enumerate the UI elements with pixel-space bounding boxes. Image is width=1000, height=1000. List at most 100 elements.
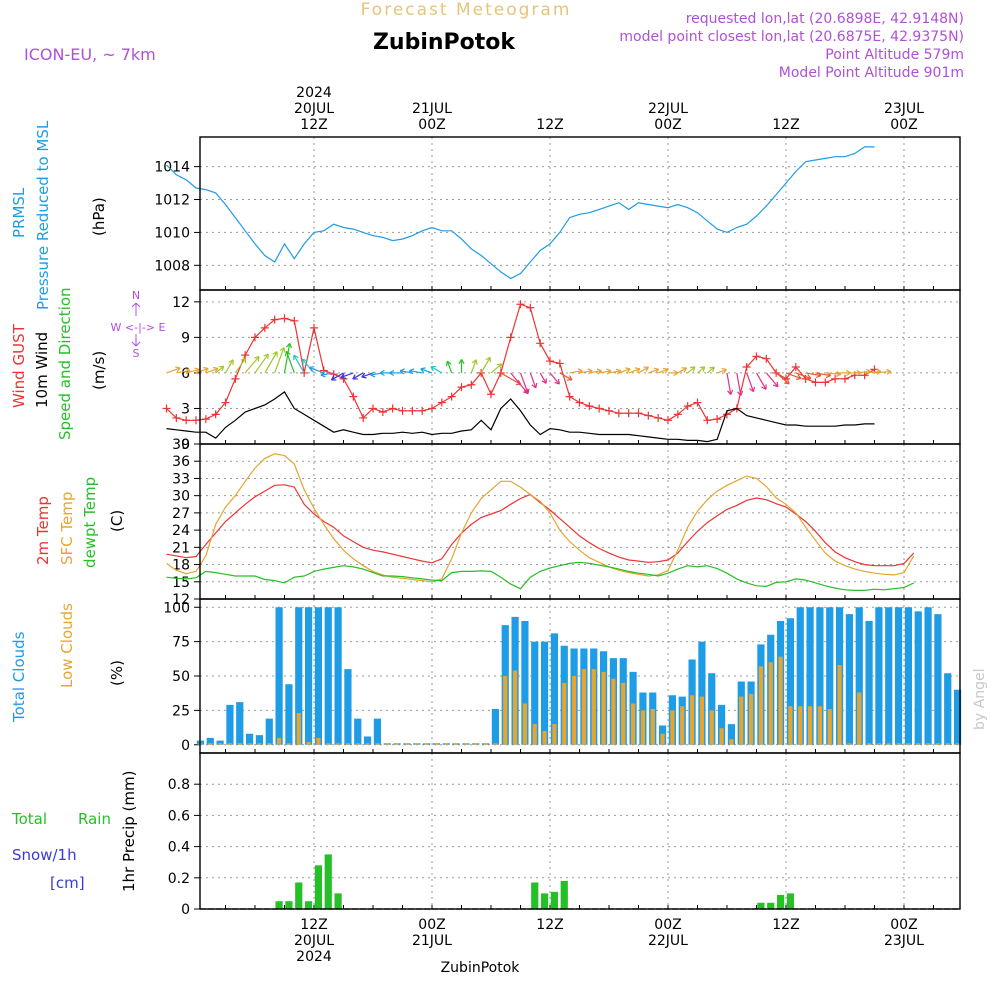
gust-marker: [486, 390, 495, 399]
wind-arrow-head: [784, 378, 790, 385]
panel-frame: [199, 443, 961, 600]
bar-low-clouds: [788, 706, 793, 745]
wind-arrow: [874, 370, 891, 374]
wind-arrow: [579, 370, 593, 374]
gust-marker: [654, 413, 663, 422]
gust-marker: [182, 416, 191, 425]
bar-total-rain: [531, 882, 539, 909]
bar-total-clouds: [885, 607, 893, 745]
wind-arrow: [785, 372, 802, 379]
wind-arrow: [205, 367, 219, 374]
wind-arrow-head: [228, 359, 234, 365]
gust-marker: [595, 404, 604, 413]
info-line-4: Model Point Altitude 901m: [779, 65, 964, 81]
compass-south: S: [133, 347, 140, 360]
bar-low-clouds: [385, 743, 390, 745]
bar-total-clouds: [334, 607, 342, 745]
y-tick-label: 0.8: [168, 777, 190, 793]
gust-marker: [310, 323, 318, 332]
time-label-bottom: 12Z: [300, 917, 327, 933]
bar-low-clouds: [503, 676, 508, 745]
wind-arrow: [361, 372, 374, 378]
wind-arrow: [539, 372, 547, 384]
time-label-top: 12Z: [772, 117, 799, 133]
y-tick-label: 75: [172, 635, 190, 651]
gust-marker: [742, 363, 751, 371]
gust-marker: [280, 314, 289, 323]
bar-low-clouds: [306, 742, 311, 745]
wind-arrow-head: [886, 368, 892, 375]
wind-arrow: [736, 372, 742, 396]
gust-marker: [467, 380, 476, 389]
gust-marker: [713, 415, 722, 424]
bar-low-clouds: [807, 706, 813, 745]
bar-low-clouds: [473, 743, 478, 745]
gust-marker: [201, 415, 210, 424]
y-tick-label: 18: [172, 558, 190, 574]
gust-marker: [565, 392, 574, 401]
gust-marker: [408, 406, 417, 415]
wind-arrow: [746, 372, 755, 392]
bar-low-clouds: [925, 743, 931, 745]
bar-total-clouds: [521, 621, 529, 745]
wind-arrow-head: [471, 359, 478, 365]
bar-low-clouds: [434, 743, 439, 745]
bar-total-clouds: [491, 709, 500, 745]
bar-low-clouds: [798, 706, 803, 745]
series-line-sfc-temp: [166, 453, 915, 583]
bar-low-clouds: [424, 743, 429, 745]
y-tick-label: 21: [172, 540, 190, 556]
wind-arrow-head: [389, 369, 395, 377]
wind-arrow: [569, 370, 583, 374]
panel-frame: [199, 752, 961, 910]
wind-arrow-head: [203, 366, 209, 373]
temp-label-2: SFC Temp: [58, 492, 76, 565]
bar-total-clouds: [531, 641, 539, 745]
bar-total-clouds: [216, 740, 224, 745]
bar-total-clouds: [894, 607, 903, 745]
wind-arrow-head: [709, 366, 715, 373]
wind-arrow: [765, 372, 779, 388]
y-tick-label: 0: [181, 902, 190, 918]
bar-low-clouds: [532, 724, 537, 745]
bar-low-clouds: [208, 743, 213, 745]
gust-marker: [791, 363, 800, 371]
wind-arrow-head: [370, 371, 376, 378]
gust-marker: [437, 398, 446, 407]
bar-low-clouds: [522, 703, 528, 745]
time-label-top: 23JUL: [884, 101, 924, 117]
bar-total-clouds: [727, 724, 736, 745]
wind-arrow-head: [531, 382, 538, 389]
bar-total-clouds: [550, 633, 559, 745]
wind-arrow-head: [308, 366, 315, 372]
bar-total-clouds: [924, 607, 932, 745]
gust-marker: [831, 374, 840, 383]
time-label-bottom: 22JUL: [648, 933, 688, 949]
wind-arrow-head: [284, 350, 291, 357]
wind-label-1: Wind GUST: [10, 323, 28, 408]
wind-arrow: [706, 366, 715, 374]
bar-low-clouds: [276, 737, 282, 745]
gust-marker: [526, 303, 535, 312]
y-tick-label: 0: [181, 738, 190, 754]
gust-marker: [359, 413, 368, 422]
precip-label-snow: Snow/1h: [12, 846, 77, 864]
bar-total-rain: [324, 854, 332, 909]
bar-low-clouds: [680, 706, 685, 745]
time-label-top: 12Z: [300, 117, 327, 133]
bar-low-clouds: [768, 662, 773, 745]
bar-low-clouds: [857, 692, 862, 745]
bottom-caption: ZubinPotok: [441, 960, 521, 976]
series-line-10m-wind: [166, 391, 875, 443]
gust-marker: [447, 392, 456, 401]
series-line-prmsl: [166, 146, 875, 280]
bar-low-clouds: [640, 710, 646, 745]
wind-arrow: [293, 354, 305, 374]
wind-arrow-head: [727, 389, 734, 395]
time-label-top: 00Z: [418, 117, 445, 133]
location-title: ZubinPotok: [373, 30, 516, 55]
gust-marker: [506, 333, 515, 342]
wind-arrow: [559, 372, 573, 381]
gust-marker: [211, 410, 220, 419]
pressure-unit: (hPa): [90, 197, 108, 236]
